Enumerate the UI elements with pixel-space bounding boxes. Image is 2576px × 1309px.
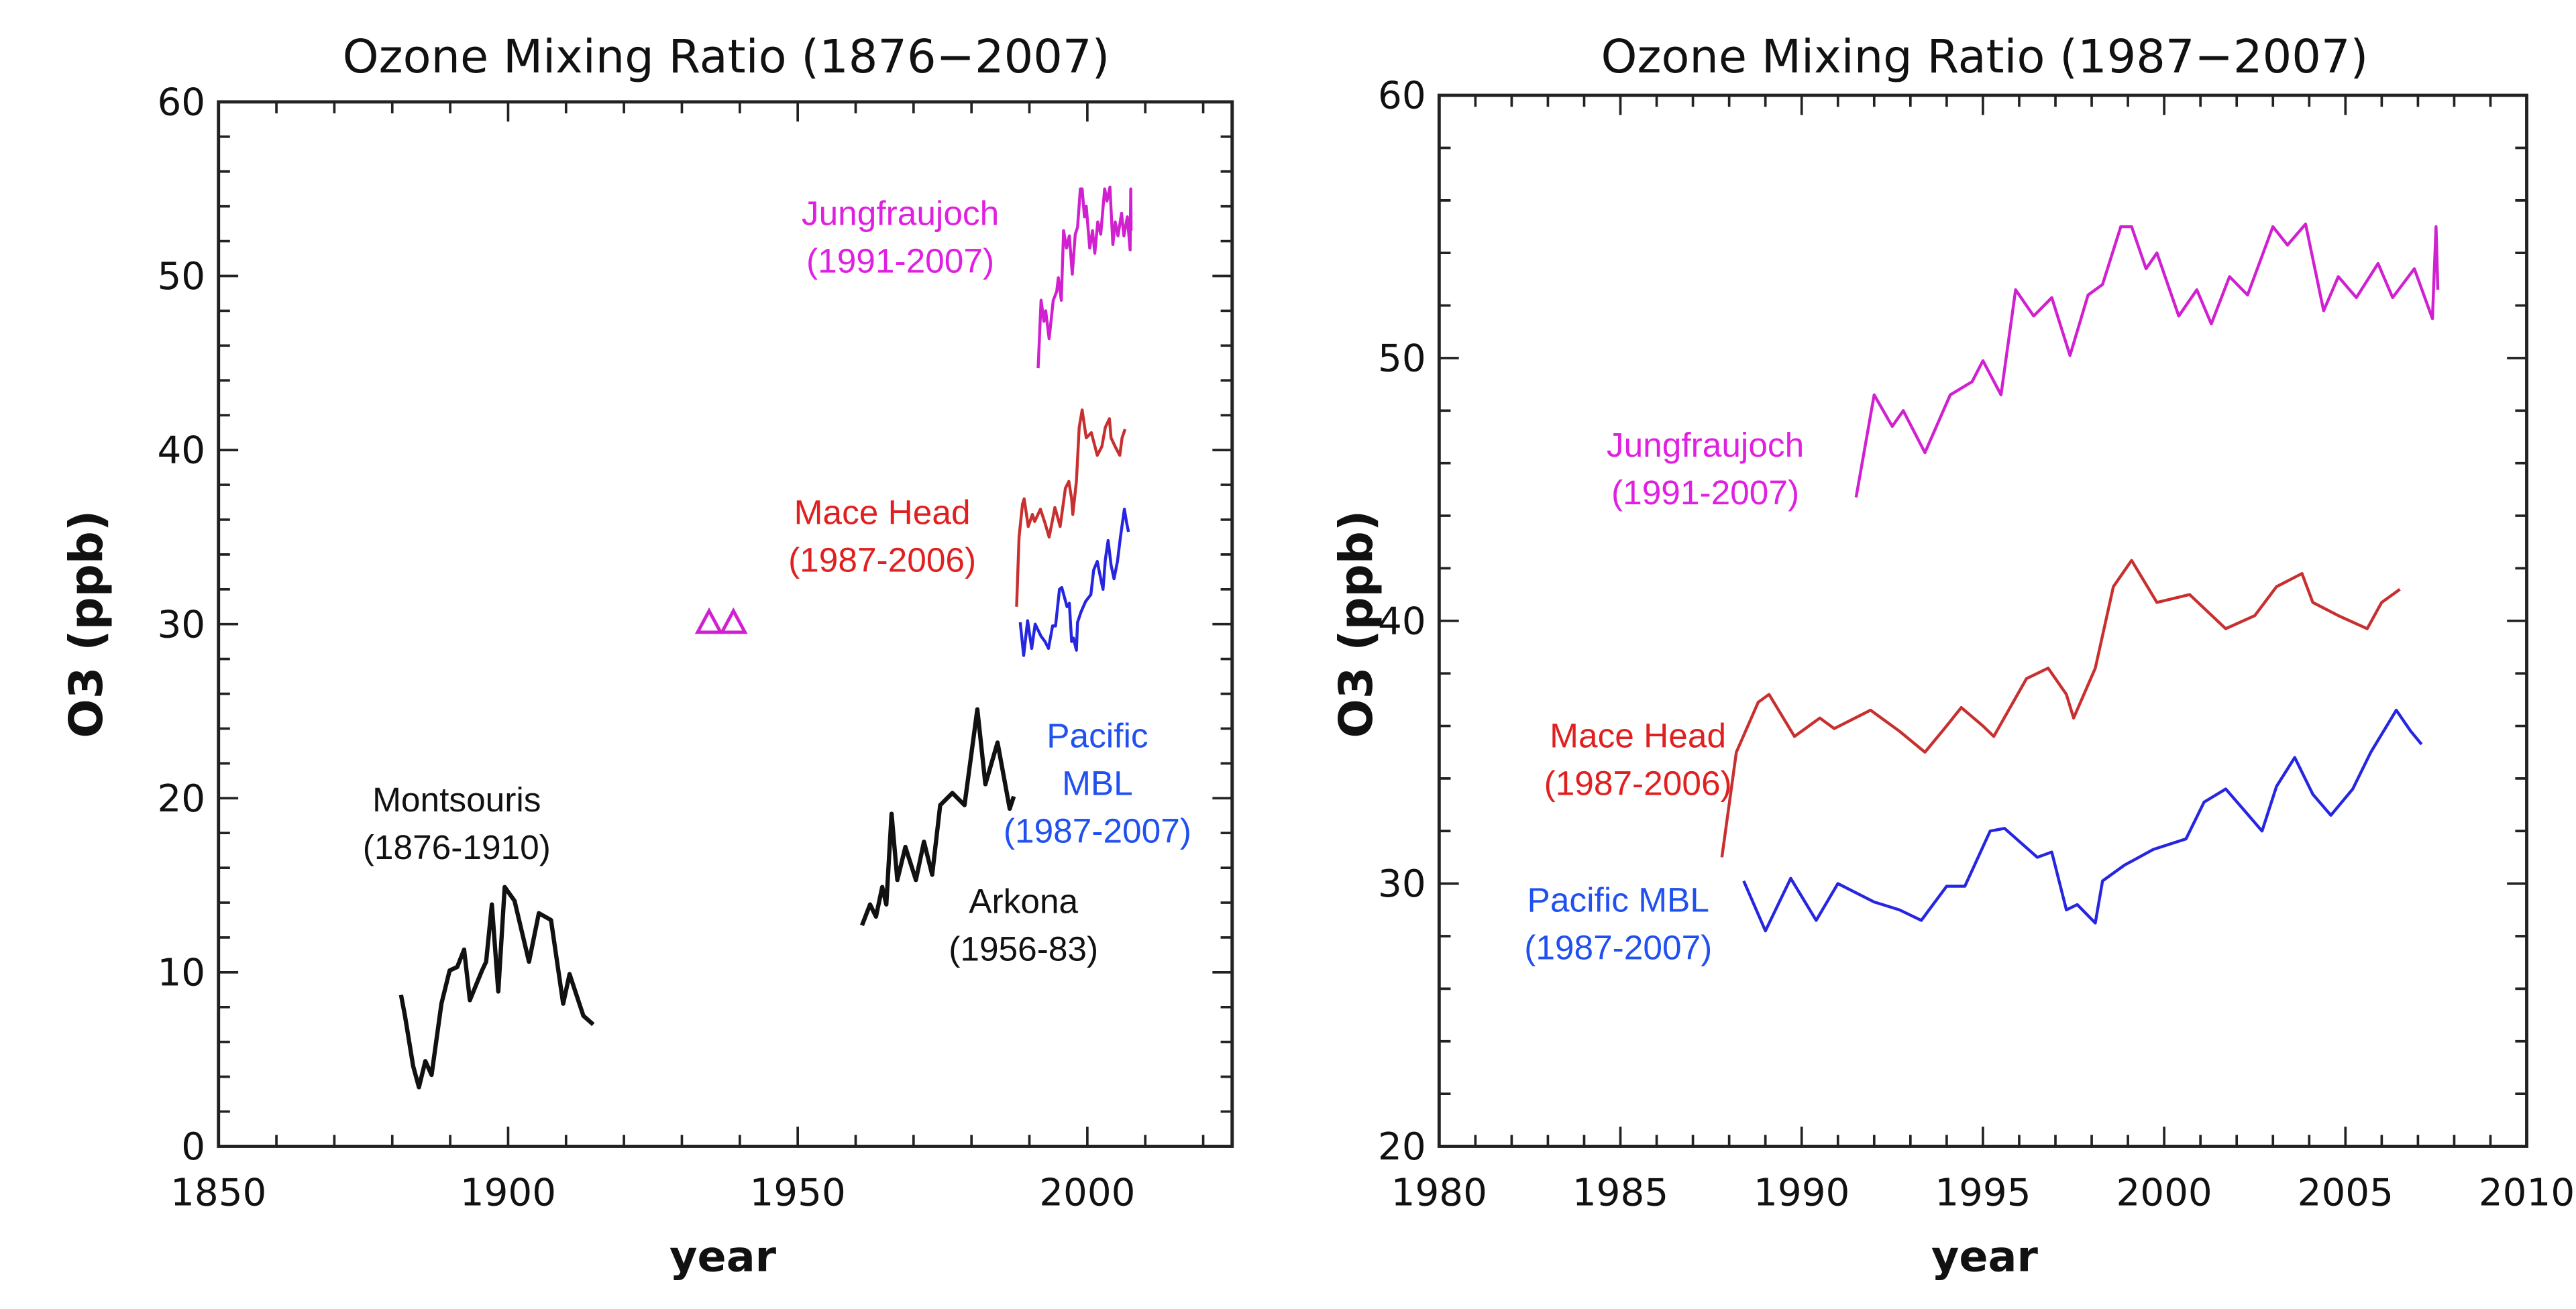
chart-title: Ozone Mixing Ratio (1876−2007): [343, 30, 1110, 84]
series-annotation: Montsouris: [372, 780, 541, 819]
y-axis-label: O3 (ppb): [1330, 510, 1383, 738]
x-axis-label: year: [1931, 1233, 2039, 1282]
y-tick-label: 40: [157, 429, 205, 473]
y-tick-label: 60: [1378, 74, 1426, 118]
series-line-arkona: [860, 707, 1016, 926]
tick-marks: [217, 101, 1232, 1148]
chart-ozone-1987-2007: Ozone Mixing Ratio (1987−2007) 1980 1985 19…: [1330, 30, 2575, 1282]
series-annotation: (1987-2007): [1524, 927, 1712, 966]
x-axis-label: year: [669, 1233, 777, 1282]
series-annotation: Jungfraujoch: [802, 194, 999, 233]
series-line-pacific: [1018, 508, 1130, 657]
series-line-jungfraujoch: [1036, 185, 1133, 369]
y-tick-label: 50: [1378, 337, 1426, 381]
y-tick-label: 20: [157, 777, 205, 821]
triangle-marker: [719, 607, 748, 634]
x-tick-label: 2000: [2116, 1172, 2212, 1215]
y-tick-label: 30: [157, 603, 205, 646]
series-line-pacific: [1742, 708, 2423, 933]
series-annotation: (1991-2007): [806, 241, 994, 280]
series-annotation: (1991-2007): [1611, 473, 1799, 512]
y-axis-label: O3 (ppb): [60, 510, 113, 738]
tick-marks: [1438, 94, 2528, 1148]
series-annotation: Jungfraujoch: [1607, 425, 1804, 464]
y-tick-label: 50: [157, 255, 205, 298]
x-tick-label: 1950: [749, 1172, 845, 1215]
series-annotation: Pacific MBL: [1527, 880, 1709, 919]
chart-ozone-1876-2007: Ozone Mixing Ratio (1876−2007) 1850 1900 19…: [60, 30, 1234, 1282]
y-tick-label: 60: [157, 81, 205, 125]
x-tick-label: 1990: [1754, 1172, 1849, 1215]
series-line-montsouris: [398, 885, 595, 1090]
y-tick-label: 40: [1378, 600, 1426, 643]
y-tick-label: 30: [1378, 862, 1426, 906]
x-tick-label: 2005: [2298, 1172, 2394, 1215]
plot-frame: [1437, 93, 2528, 1148]
x-tick-label: 2010: [2479, 1172, 2575, 1215]
chart-title: Ozone Mixing Ratio (1987−2007): [1601, 30, 2369, 84]
series-annotation: Mace Head: [794, 492, 971, 531]
x-tick-label: 1985: [1572, 1172, 1668, 1215]
series-annotation: (1987-2006): [788, 540, 976, 579]
series-annotation: (1876-1910): [363, 828, 551, 866]
series-annotation: Arkona: [969, 882, 1078, 921]
x-tick-label: 2000: [1039, 1172, 1135, 1215]
series-line-jungfraujoch: [1854, 222, 2440, 498]
x-tick-label: 1995: [1935, 1172, 2031, 1215]
y-tick-label: 0: [181, 1125, 205, 1169]
series-annotation: (1987-2006): [1544, 763, 1732, 802]
x-tick-label: 1980: [1391, 1172, 1487, 1215]
series-line-mace: [1720, 559, 2401, 858]
series-annotation: (1987-2007): [1004, 811, 1191, 850]
series-annotation: MBL: [1062, 763, 1133, 802]
y-tick-label: 10: [157, 951, 205, 994]
x-tick-label: 1850: [170, 1172, 266, 1215]
y-tick-label: 20: [1378, 1125, 1426, 1169]
triangle-marker: [694, 607, 724, 634]
series-annotation: Pacific: [1046, 716, 1148, 754]
series-line-mace: [1015, 408, 1127, 607]
x-tick-label: 1900: [460, 1172, 556, 1215]
series-annotation: (1956-83): [949, 929, 1098, 968]
series-annotation: Mace Head: [1550, 716, 1726, 754]
